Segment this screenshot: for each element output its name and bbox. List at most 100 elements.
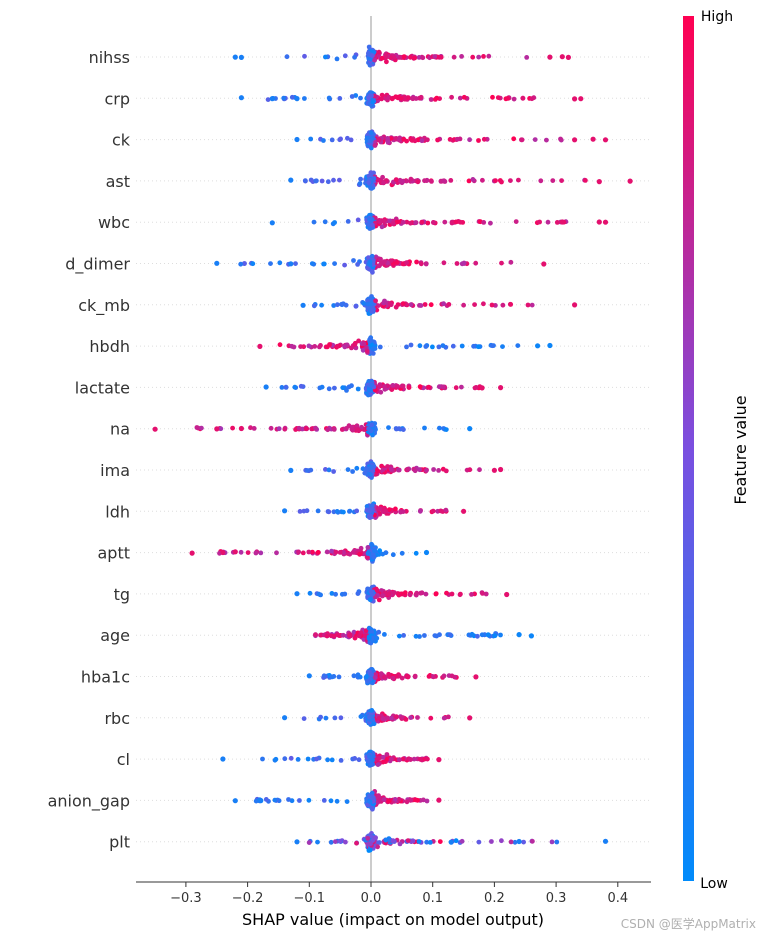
x-tick-label: −0.1 xyxy=(294,891,326,906)
shap-point-nihss xyxy=(284,54,290,60)
shap-point-ast xyxy=(448,178,454,183)
shap-point-age xyxy=(382,632,387,637)
shap-point-hbdh xyxy=(306,343,312,349)
shap-point-ldh xyxy=(366,514,372,520)
beeswarm-points xyxy=(152,44,633,853)
shap-point-ast xyxy=(369,186,374,191)
shap-point-aptt xyxy=(245,550,251,555)
shap-point-nihss xyxy=(470,54,476,60)
shap-point-nihss xyxy=(369,53,375,59)
shap-point-aptt xyxy=(390,552,396,558)
shap-point-crp xyxy=(398,96,404,101)
shap-outlier-hba1c xyxy=(306,673,312,679)
shap-point-ldh xyxy=(377,506,383,512)
shap-point-hbdh xyxy=(367,338,373,344)
shap-point-nihss xyxy=(379,55,385,61)
shap-point-aptt xyxy=(341,550,346,555)
shap-point-na xyxy=(339,427,345,432)
shap-point-hba1c xyxy=(321,673,327,679)
shap-point-hba1c xyxy=(329,674,335,680)
shap-point-wbc xyxy=(488,220,493,226)
shap-point-ast xyxy=(466,178,472,184)
shap-point-na xyxy=(350,427,356,433)
shap-point-cl xyxy=(425,756,430,762)
shap-point-ldh xyxy=(301,508,307,514)
shap-point-d_dimer xyxy=(321,261,327,267)
shap-point-ast xyxy=(400,179,406,184)
shap-outlier-ldh xyxy=(282,508,288,514)
shap-point-ima xyxy=(417,467,423,473)
shap-point-ldh xyxy=(370,503,375,508)
feature-swarm-aptt xyxy=(189,541,430,564)
shap-point-d_dimer xyxy=(351,258,356,263)
shap-point-ck xyxy=(519,137,525,143)
shap-point-hba1c xyxy=(378,671,384,677)
shap-point-rbc xyxy=(301,716,307,721)
shap-point-lactate xyxy=(279,385,285,390)
shap-point-tg xyxy=(469,592,474,597)
shap-outlier-wbc xyxy=(559,219,565,225)
shap-point-nihss xyxy=(397,55,403,60)
shap-point-hbdh xyxy=(459,343,465,349)
shap-outlier-crp xyxy=(294,96,300,102)
shap-outlier-age xyxy=(516,632,522,638)
shap-point-ck xyxy=(409,138,415,143)
shap-point-crp xyxy=(393,94,399,100)
shap-point-age xyxy=(469,631,475,637)
shap-outlier-tg xyxy=(504,591,510,598)
shap-point-wbc xyxy=(390,221,396,227)
shap-point-plt xyxy=(427,840,433,845)
shap-point-ldh xyxy=(354,508,360,514)
shap-point-rbc xyxy=(358,714,364,719)
shap-point-na xyxy=(368,428,374,434)
shap-point-anion_gap xyxy=(297,798,302,803)
shap-point-plt xyxy=(453,838,459,844)
shap-point-ck_mb xyxy=(393,304,399,310)
feature-swarm-hba1c xyxy=(306,667,479,686)
shap-point-tg xyxy=(329,591,335,596)
shap-point-d_dimer xyxy=(369,253,375,259)
shap-outlier-wbc xyxy=(596,219,602,225)
shap-point-hbdh xyxy=(440,343,446,348)
shap-point-crp xyxy=(457,95,463,101)
shap-point-ck_mb xyxy=(428,302,434,308)
shap-point-plt xyxy=(521,839,526,845)
shap-point-ima xyxy=(467,467,473,473)
shap-point-rbc xyxy=(369,708,375,713)
shap-point-lactate xyxy=(355,386,361,392)
shap-point-ck xyxy=(481,136,487,142)
shap-point-d_dimer xyxy=(423,261,429,267)
shap-point-ck xyxy=(367,138,373,144)
shap-point-ima xyxy=(443,468,449,474)
shap-outlier-na xyxy=(467,426,473,432)
shap-point-plt xyxy=(306,840,312,845)
shap-point-cl xyxy=(260,756,265,762)
shap-point-ck_mb xyxy=(369,297,374,303)
shap-point-hbdh xyxy=(436,344,442,350)
shap-outlier-lactate xyxy=(479,385,485,391)
shap-point-aptt xyxy=(324,549,330,555)
shap-point-d_dimer xyxy=(242,261,247,266)
shap-outlier-cl xyxy=(436,757,442,763)
watermark: CSDN @医学AppMatrix xyxy=(620,917,756,931)
x-tick-label: 0.3 xyxy=(546,891,567,906)
feature-label-hbdh: hbdh xyxy=(89,337,130,356)
shap-point-ldh xyxy=(334,509,340,514)
shap-point-ldh xyxy=(325,509,331,514)
feature-label-aptt: aptt xyxy=(97,544,130,563)
shap-point-aptt xyxy=(358,545,364,551)
shap-point-na xyxy=(369,422,374,428)
shap-point-hbdh xyxy=(489,343,495,349)
x-tick-label: 0.0 xyxy=(361,891,382,906)
shap-point-rbc xyxy=(318,714,323,720)
shap-point-nihss xyxy=(383,53,389,59)
shap-point-lactate xyxy=(377,383,382,389)
shap-point-plt xyxy=(508,839,514,845)
shap-point-nihss xyxy=(352,54,357,60)
shap-outlier-tg xyxy=(294,591,300,597)
shap-point-na xyxy=(199,425,204,431)
shap-point-d_dimer xyxy=(378,256,383,262)
shap-point-crp xyxy=(511,96,517,102)
shap-point-ast xyxy=(422,178,427,184)
shap-point-ima xyxy=(375,468,380,473)
